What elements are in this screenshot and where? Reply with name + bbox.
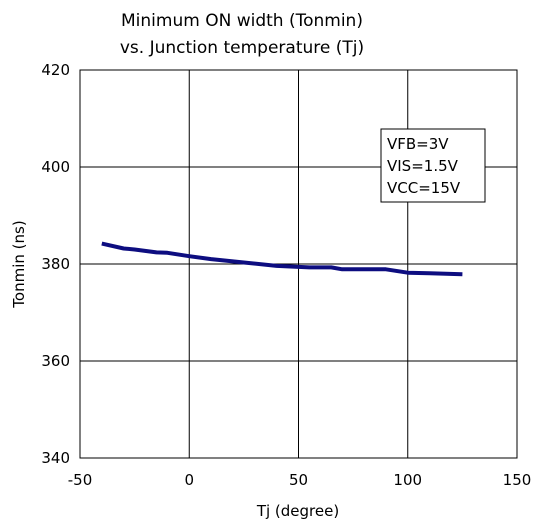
legend-frame (380, 128, 486, 203)
x-tick-label: 50 (289, 471, 308, 489)
series-line (101, 241, 463, 277)
y-tick-label: 380 (41, 255, 70, 273)
legend-box: VFB=3V VIS=1.5V VCC=15V (380, 128, 486, 203)
grid-lines (80, 70, 517, 458)
chart-title-line-2: vs. Junction temperature (Tj) (120, 38, 364, 58)
x-tick-labels: -50 0 50 100 150 (68, 471, 532, 489)
y-axis-label: Tonmin (ns) (10, 220, 28, 308)
y-tick-label: 420 (41, 61, 70, 79)
y-tick-labels: 340 360 380 400 420 (41, 61, 70, 467)
x-tick-label: -50 (68, 471, 93, 489)
series-group (101, 241, 463, 277)
chart-title-line-1: Minimum ON width (Tonmin) (121, 11, 363, 31)
legend-line-vcc: VCC=15V (387, 179, 461, 197)
x-tick-label: 100 (393, 471, 422, 489)
x-axis-label: Tj (degree) (256, 502, 339, 520)
y-tick-label: 360 (41, 352, 70, 370)
legend-line-vis: VIS=1.5V (387, 157, 459, 175)
x-tick-label: 150 (503, 471, 532, 489)
y-tick-label: 400 (41, 158, 70, 176)
x-tick-label: 0 (184, 471, 194, 489)
plot-area (79, 69, 518, 459)
y-tick-label: 340 (41, 449, 70, 467)
legend-line-vfb: VFB=3V (387, 135, 449, 153)
